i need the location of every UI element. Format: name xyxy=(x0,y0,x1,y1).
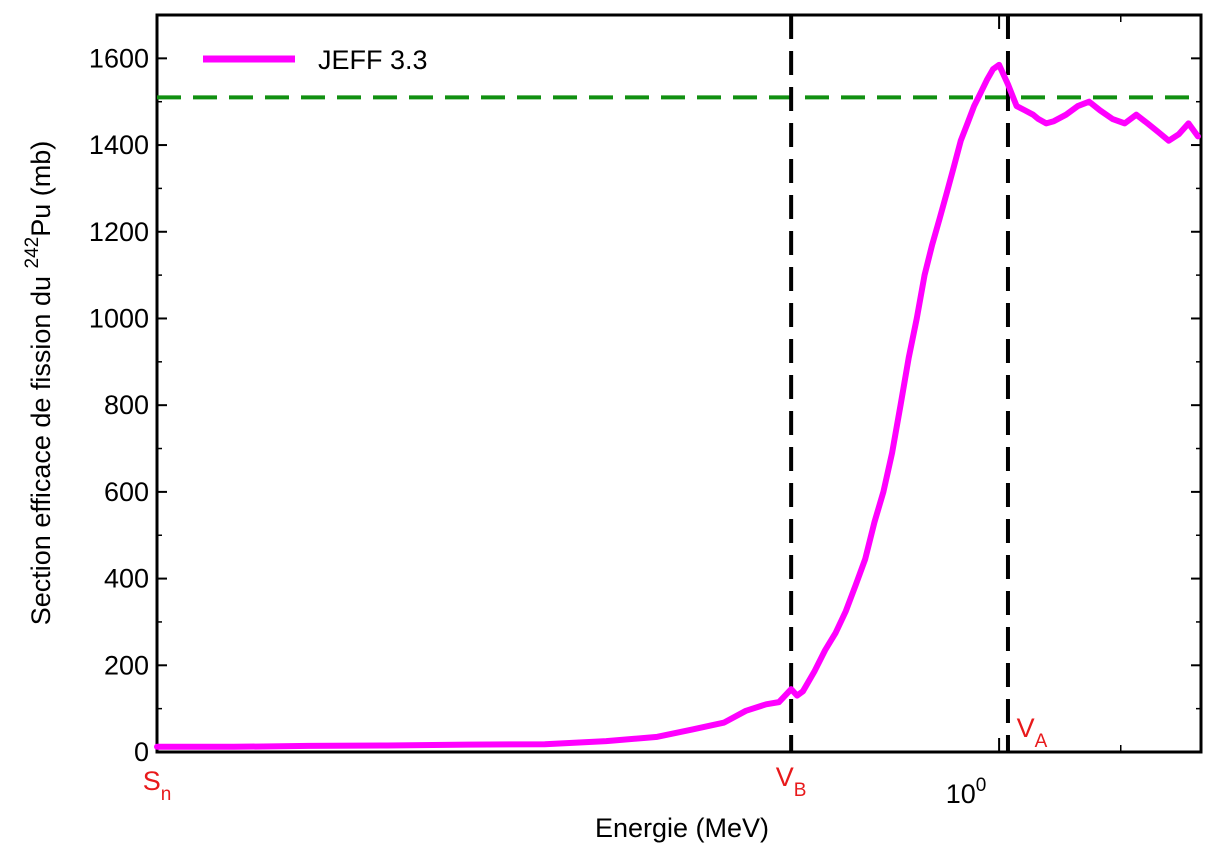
x-tick-label-10-0: 100 xyxy=(946,775,987,809)
y-tick-label: 1400 xyxy=(89,130,149,160)
marker-label-sub: n xyxy=(161,784,172,805)
y-tick-label: 1600 xyxy=(89,43,149,73)
y-ticks: 0 200 400 600 800 1000 1200 1400 1600 xyxy=(89,43,1201,767)
y-axis-title: Section efficace de fission du 242Pu (mb… xyxy=(22,141,56,625)
y-axis-title-pre: Section efficace de fission du xyxy=(26,269,56,626)
x-tick-label-exp: 0 xyxy=(976,775,987,796)
y-tick-label: 0 xyxy=(134,737,149,767)
y-tick-label: 1000 xyxy=(89,303,149,333)
y-tick-label: 400 xyxy=(104,564,149,594)
plot-frame xyxy=(155,13,1203,754)
x-axis-title: Energie (MeV) xyxy=(595,813,769,843)
marker-label-sn: Sn xyxy=(143,766,172,805)
marker-label-sub: B xyxy=(794,780,807,801)
marker-label-sub: A xyxy=(1035,731,1048,752)
y-axis-title-post: Pu (mb) xyxy=(26,141,56,237)
marker-label-main: V xyxy=(1017,713,1035,743)
legend: JEFF 3.3 xyxy=(203,45,428,75)
marker-label-va: VA xyxy=(1017,713,1048,752)
x-tick-label-base: 10 xyxy=(946,779,976,809)
x-ticks xyxy=(998,15,1122,752)
series-line-0 xyxy=(154,61,1201,750)
y-axis-title-sup: 242 xyxy=(22,237,43,269)
y-tick-label: 200 xyxy=(104,650,149,680)
marker-label-main: V xyxy=(776,762,794,792)
y-tick-label: 1200 xyxy=(89,217,149,247)
legend-label: JEFF 3.3 xyxy=(318,45,428,75)
y-tick-label: 800 xyxy=(104,390,149,420)
reference-lines xyxy=(157,15,1201,752)
marker-label-vb: VB xyxy=(776,762,807,801)
series-layer xyxy=(154,61,1201,750)
y-tick-label: 600 xyxy=(104,477,149,507)
marker-label-main: S xyxy=(143,766,161,796)
